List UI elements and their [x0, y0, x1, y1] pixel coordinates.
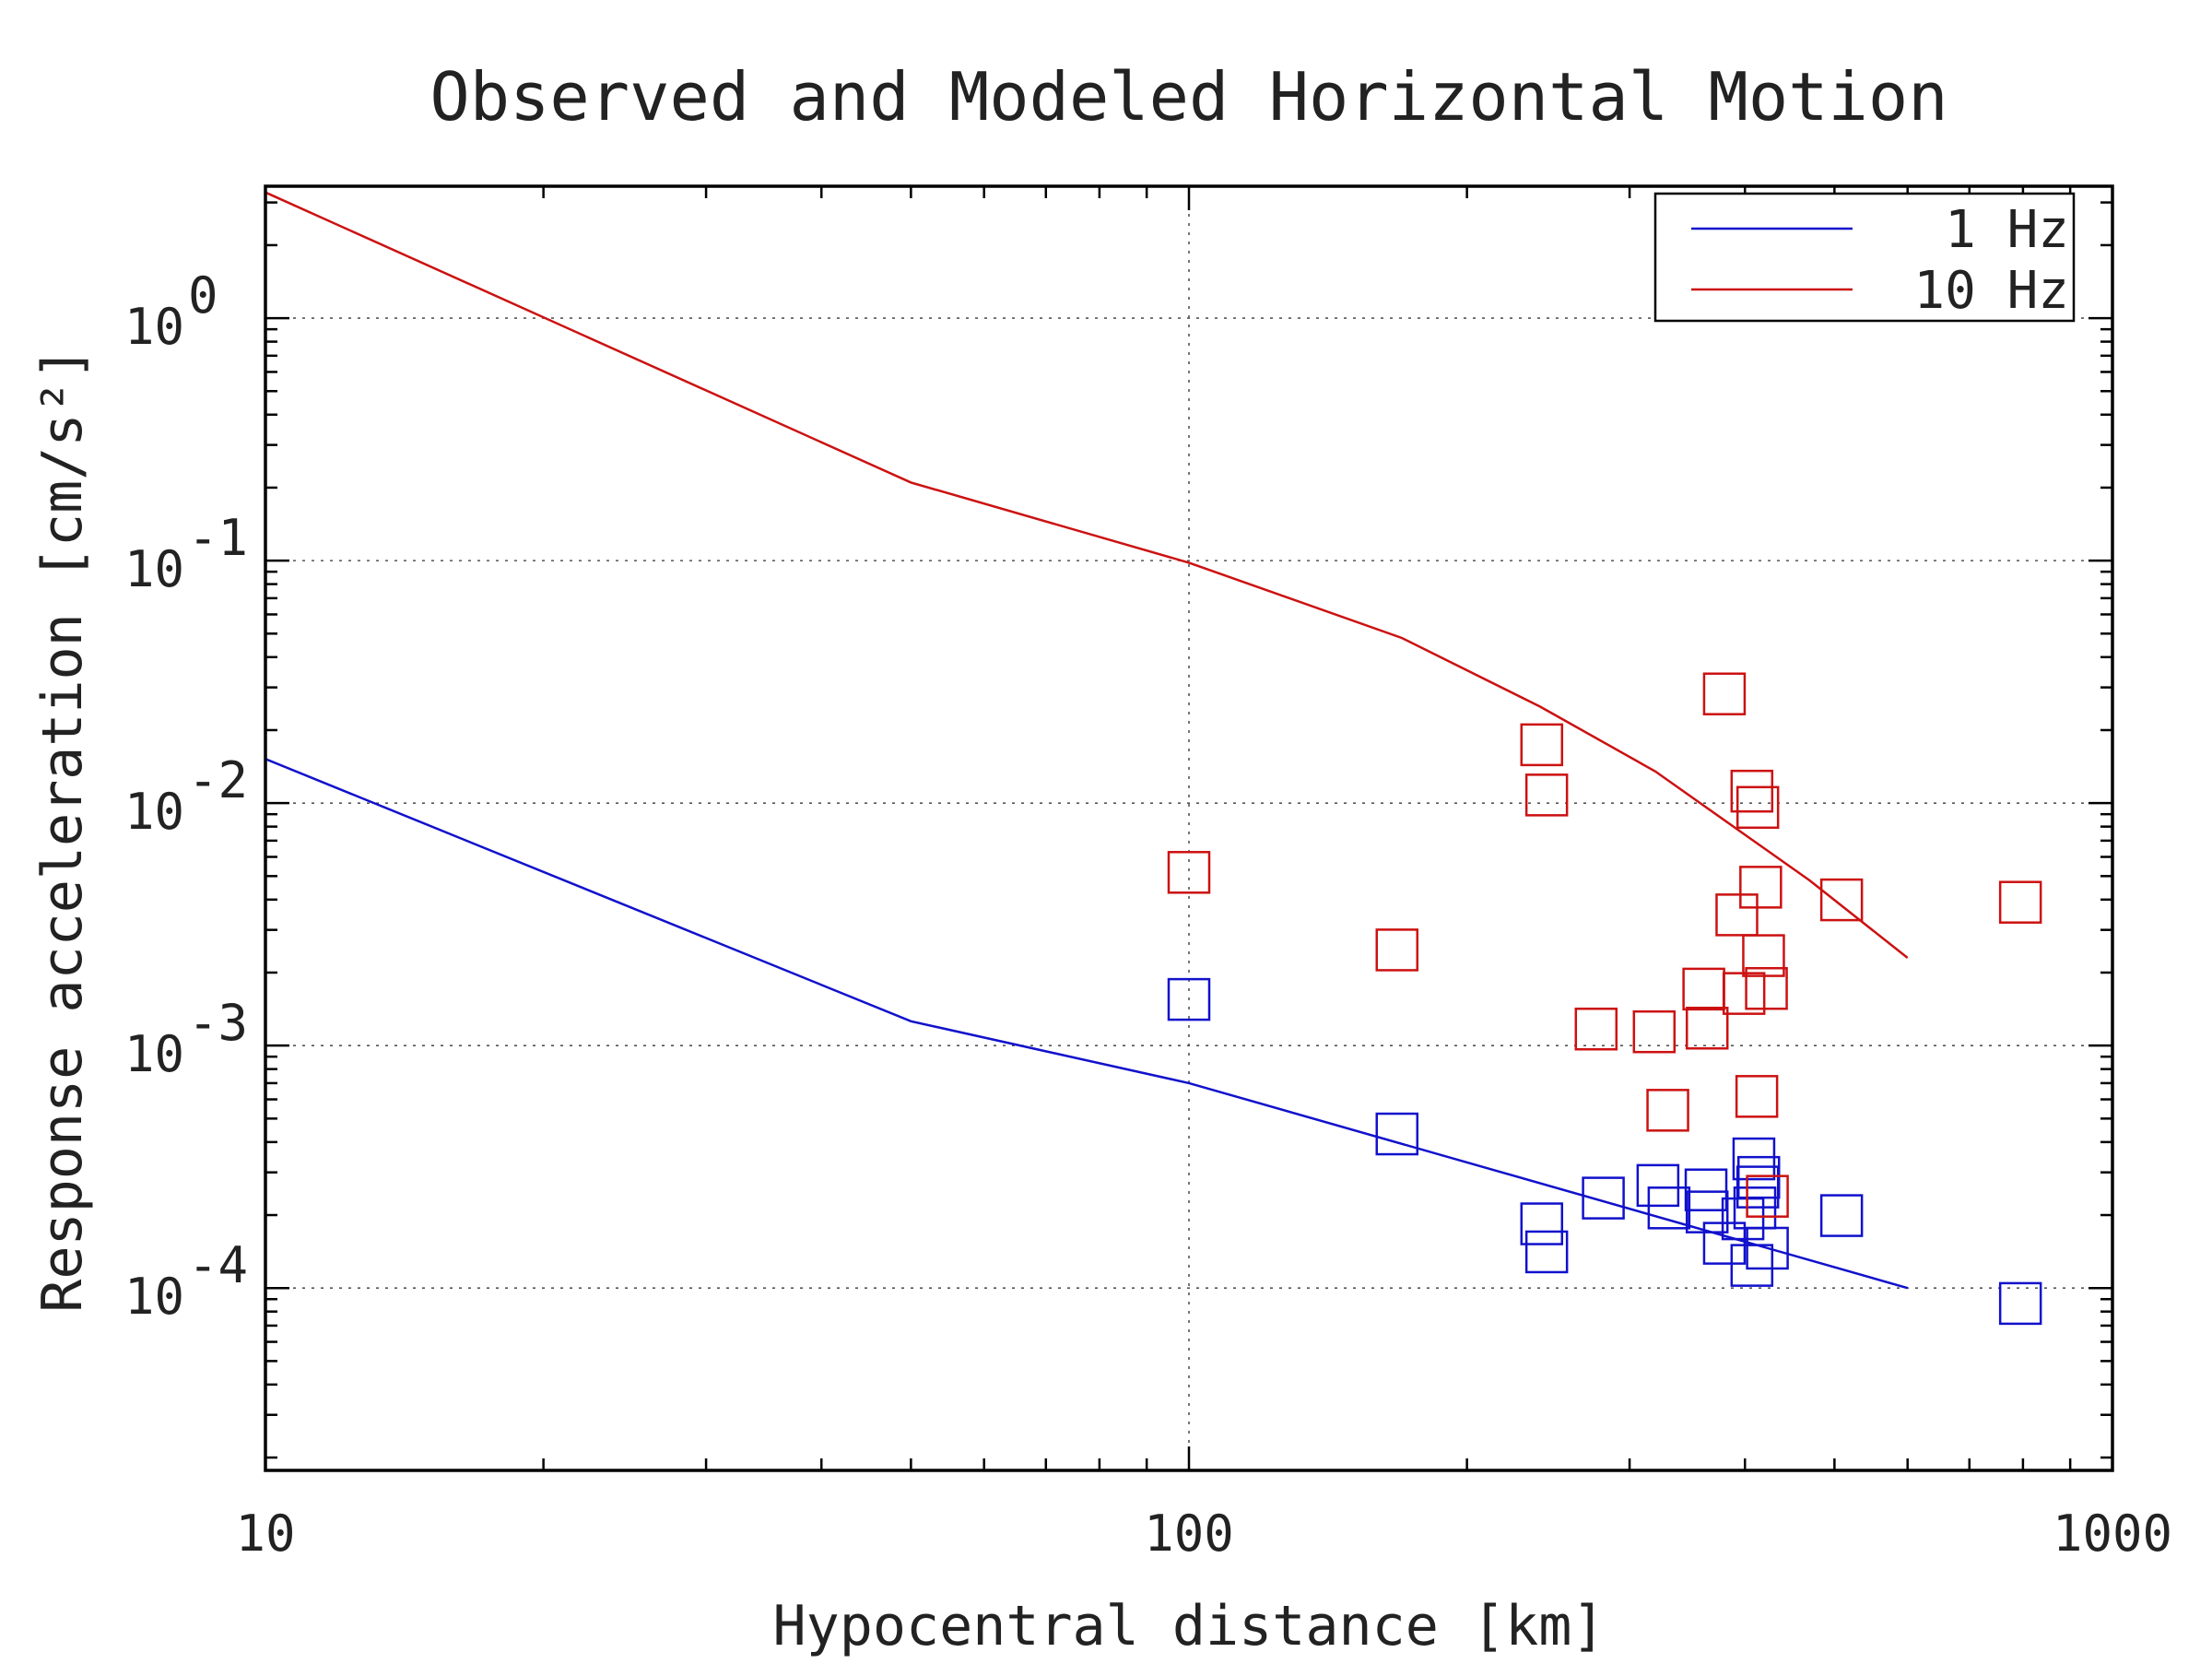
legend-label-10hz: 10 Hz — [1913, 261, 2069, 321]
data-point — [1636, 1163, 1680, 1208]
y-tick-label: 10 — [124, 540, 184, 598]
data-point — [1715, 893, 1759, 937]
legend: 1 Hz 10 Hz — [1653, 192, 2076, 323]
data-point — [1998, 1281, 2042, 1326]
data-point — [1742, 934, 1785, 977]
series-10hz — [265, 191, 2042, 1218]
data-point — [1735, 785, 1780, 830]
data-point — [1746, 1174, 1789, 1218]
data-point — [1736, 1155, 1781, 1199]
data-point — [1819, 878, 1864, 922]
x-tick-labels: 10 100 1000 — [235, 1505, 2172, 1563]
y-tick-label: 10 — [124, 1268, 184, 1326]
y-tick-exponent: -4 — [188, 1236, 248, 1294]
data-point — [1582, 1176, 1625, 1220]
series-1hz — [265, 758, 2042, 1326]
data-point — [1735, 1075, 1779, 1118]
data-point — [1739, 866, 1783, 909]
data-point — [1524, 1230, 1569, 1274]
data-point — [1632, 1009, 1677, 1054]
data-point — [1520, 1202, 1564, 1245]
x-tick-label: 1000 — [2053, 1505, 2172, 1563]
y-tick-exponent: -3 — [188, 994, 248, 1052]
data-point — [1167, 977, 1211, 1021]
y-axis-label: Response acceleration [cm/s²] — [30, 347, 95, 1313]
data-point — [1998, 880, 2042, 924]
x-axis-label: Hypocentral distance [km] — [772, 1594, 1605, 1658]
data-point — [1702, 672, 1747, 715]
data-point — [1684, 1168, 1728, 1211]
y-tick-label: 10 — [124, 1025, 184, 1083]
data-point — [1685, 1190, 1729, 1233]
legend-label-1hz: 1 Hz — [1945, 200, 2069, 260]
y-tick-label: 10 — [124, 783, 184, 841]
x-tick-label: 10 — [235, 1505, 295, 1563]
data-point — [1574, 1007, 1618, 1051]
x-tick-label: 100 — [1144, 1505, 1234, 1563]
data-point — [1524, 773, 1569, 817]
data-point — [1375, 928, 1419, 972]
plot-frame — [264, 184, 2114, 1472]
model-line — [265, 758, 1909, 1290]
chart-title: Observed and Modeled Horizontal Motion — [429, 58, 1947, 136]
data-point — [1730, 1244, 1774, 1287]
data-point — [1646, 1089, 1689, 1132]
data-point — [1819, 1194, 1864, 1237]
data-point — [1702, 1221, 1747, 1265]
model-line — [265, 191, 1909, 959]
series-layer — [265, 191, 2042, 1326]
y-tick-exponent: 0 — [188, 266, 218, 325]
data-point — [1685, 1007, 1729, 1050]
y-tick-exponent: -1 — [188, 509, 248, 567]
y-tick-label: 10 — [124, 298, 184, 356]
legend-box — [1653, 192, 2076, 323]
data-point — [1745, 966, 1788, 1010]
data-point — [1647, 1186, 1691, 1230]
data-point — [1732, 1137, 1776, 1181]
data-point — [1167, 851, 1211, 894]
data-point — [1375, 1112, 1419, 1156]
data-point — [1746, 1226, 1789, 1270]
data-point — [1520, 723, 1564, 767]
y-tick-exponent: -2 — [188, 751, 248, 809]
data-point — [1730, 769, 1774, 813]
